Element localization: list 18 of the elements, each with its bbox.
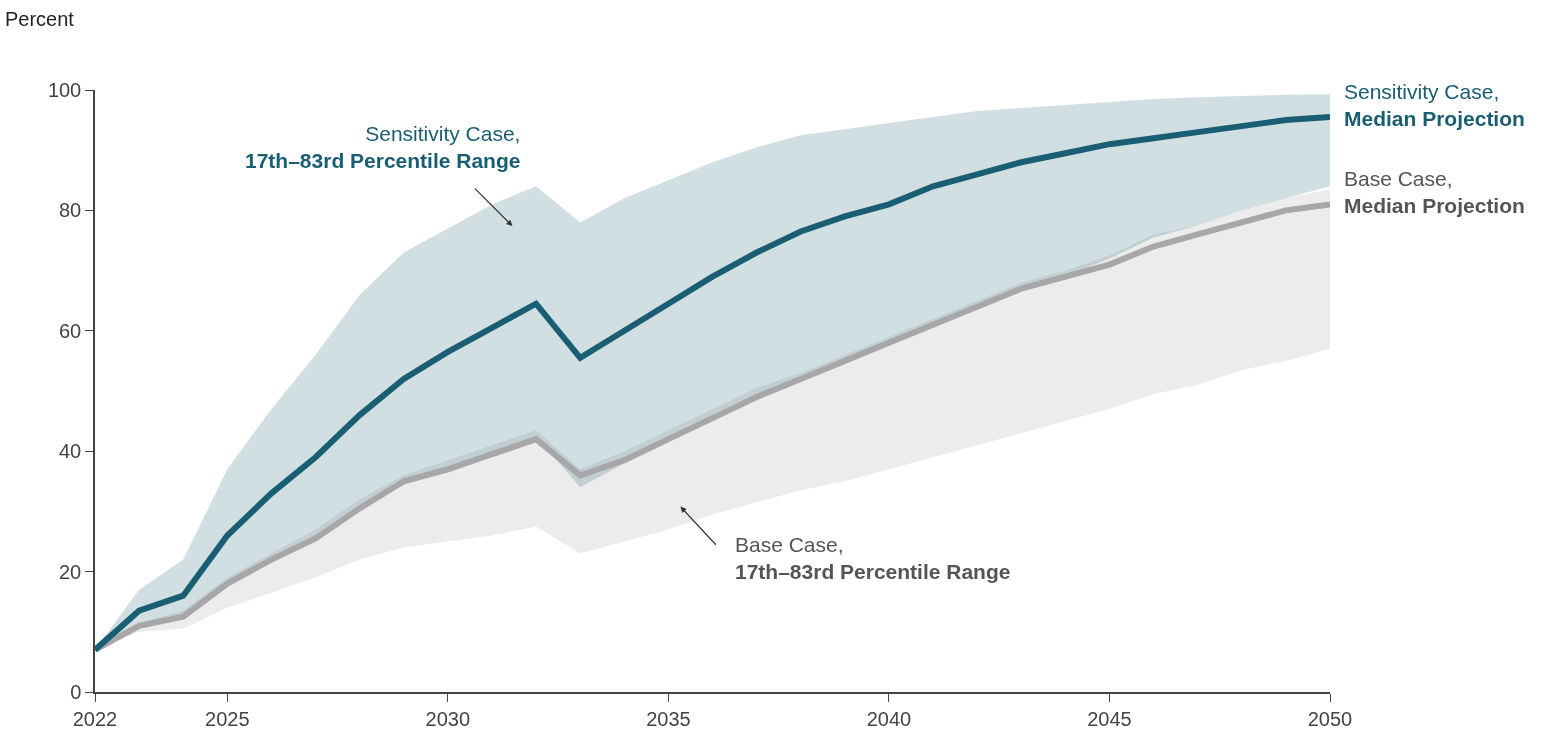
x-tick-label: 2040: [866, 707, 912, 730]
x-tick-label: 2030: [425, 707, 471, 730]
annotation: Sensitivity Case, 17th–83rd Percentile Range: [245, 122, 521, 173]
y-axis-title: Percent: [5, 8, 75, 30]
y-tick-label: 60: [59, 319, 82, 342]
x-tick-label: 2050: [1307, 707, 1353, 730]
series-label: Sensitivity Case, Median Projection: [1344, 80, 1525, 131]
x-tick-label: 2022: [72, 707, 118, 730]
x-tick-label: 2035: [646, 707, 691, 730]
x-tick-label: 2025: [205, 707, 250, 730]
series-label: Base Case, Median Projection: [1344, 167, 1525, 218]
y-tick-label: 80: [59, 199, 82, 222]
y-tick-label: 40: [59, 440, 82, 463]
annotation: Base Case, 17th–83rd Percentile Range: [735, 533, 1011, 584]
y-tick-label: 20: [59, 560, 82, 583]
y-tick-label: 0: [70, 681, 82, 703]
y-tick-label: 100: [47, 79, 82, 101]
x-tick-label: 2045: [1087, 707, 1132, 730]
